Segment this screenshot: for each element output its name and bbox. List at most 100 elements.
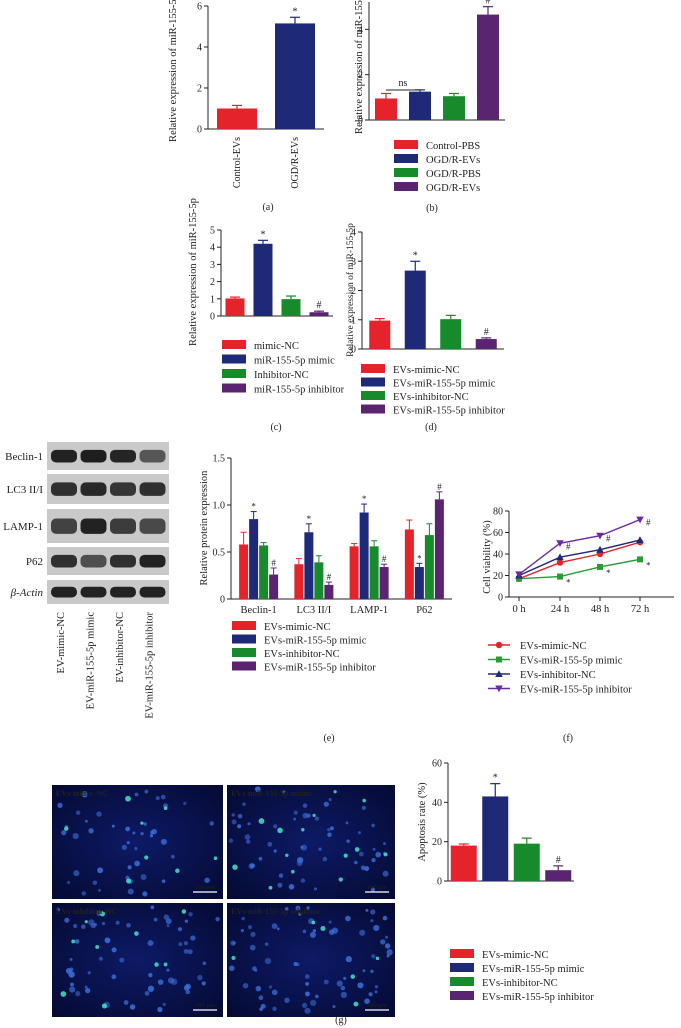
nucleus (362, 969, 366, 973)
tunel-positive-cell (301, 828, 305, 832)
nucleus (72, 832, 79, 840)
blot-band (51, 586, 77, 598)
y-tick-label: 3 (210, 260, 215, 271)
blot-band (139, 586, 166, 598)
legend-swatch (394, 168, 418, 177)
legend-label: EVs-mimic-NC (264, 622, 331, 633)
nucleus (345, 915, 351, 922)
nucleus (183, 941, 189, 946)
nucleus (149, 834, 154, 838)
legend-swatch (222, 354, 246, 364)
series-line (518, 518, 641, 575)
tunel-positive-cell (383, 852, 388, 857)
legend-label: OGD/R-EVs (426, 155, 480, 166)
nucleus (250, 931, 256, 938)
nucleus (293, 810, 298, 815)
bar (369, 546, 379, 599)
bar (443, 96, 465, 120)
nucleus (248, 925, 252, 930)
nucleus (249, 863, 255, 869)
x-tick-label: Control-EVs (232, 137, 243, 188)
data-point (516, 575, 522, 582)
x-tick-label: 0 h (512, 604, 526, 615)
nucleus (371, 858, 376, 863)
nucleus (249, 944, 256, 951)
legend-label: EVs-mimic-NC (482, 950, 549, 961)
nucleus (61, 830, 67, 836)
nucleus (98, 956, 103, 961)
nucleus (162, 1002, 166, 1006)
nucleus (346, 839, 351, 843)
significance-mark: # (484, 327, 489, 338)
tunel-positive-cell (290, 869, 295, 874)
nucleus (157, 979, 164, 985)
nucleus (323, 979, 329, 985)
panel-d-chart: 0 1 2 3 4 * # Relative expression of miR-155-5p… (345, 223, 505, 433)
protein-label: LC3 II/I (7, 484, 44, 496)
nucleus (84, 819, 88, 823)
nucleus (323, 801, 329, 807)
nucleus (296, 860, 303, 867)
nucleus (160, 794, 166, 800)
tunel-positive-cell (277, 827, 283, 834)
nucleus (295, 905, 301, 911)
tunel-positive-cell (320, 926, 326, 932)
nucleus (121, 844, 127, 850)
y-tick-label: 5 (210, 226, 215, 237)
tunel-positive-cell (125, 795, 131, 802)
bar (275, 23, 315, 129)
significance-mark: * (307, 514, 312, 524)
legend-label: EVs-miR-155-5p inhibitor (393, 406, 505, 417)
y-axis-label: Relative expression of miR-155-5p (345, 223, 356, 357)
nucleus (313, 887, 318, 891)
bar (545, 870, 572, 881)
nucleus (151, 828, 158, 835)
nucleus (293, 817, 297, 821)
nucleus (331, 927, 339, 934)
y-axis-label: Relative protein expression (199, 470, 210, 586)
blot-band (80, 449, 107, 463)
panel-c-chart: 0 1 2 3 4 5 * # Relative expression of miR-155-5… (188, 198, 345, 433)
nucleus (276, 927, 280, 931)
nucleus (67, 880, 71, 884)
legend-label: OGD/R-EVs (426, 183, 480, 194)
nucleus (201, 981, 206, 986)
y-tick-label: 0.5 (213, 548, 226, 559)
y-tick-label: 4 (351, 228, 356, 239)
panel-label: (a) (262, 202, 273, 213)
tunel-positive-cell (175, 868, 180, 874)
nucleus (302, 803, 308, 808)
scale-bar-label: 100 μm (195, 1002, 215, 1009)
nucleus (111, 947, 117, 953)
nucleus (277, 882, 283, 888)
y-tick-label: 0 (197, 125, 202, 136)
legend-swatch (394, 154, 418, 163)
nucleus (384, 935, 389, 939)
y-tick-label: 4 (197, 43, 202, 54)
tunel-positive-cell (144, 855, 149, 860)
blot-band (51, 482, 77, 496)
bar (304, 532, 314, 599)
tunel-positive-cell (354, 847, 360, 852)
nucleus (178, 942, 183, 947)
nucleus (364, 866, 370, 872)
legend-swatch (232, 661, 256, 671)
significance-mark: * (251, 502, 256, 512)
nucleus (298, 912, 302, 916)
x-tick-label: 72 h (631, 604, 650, 615)
y-tick-label: 20 (493, 571, 503, 582)
nucleus (155, 796, 160, 801)
legend-label: EVs-miR-155-5p inhibitor (264, 663, 376, 674)
nucleus (306, 906, 310, 910)
nucleus (127, 865, 132, 870)
nucleus (371, 954, 376, 959)
nucleus (258, 856, 263, 861)
significance-mark: # (646, 518, 651, 528)
nucleus (267, 841, 273, 847)
bar (314, 562, 324, 599)
legend-swatch (232, 634, 256, 644)
nucleus (301, 1002, 308, 1008)
panel-b-chart: 0 2 4 # Relative expression of miR-155-5p ns C… (354, 0, 505, 214)
nucleus (302, 812, 309, 819)
legend-marker (495, 641, 503, 649)
